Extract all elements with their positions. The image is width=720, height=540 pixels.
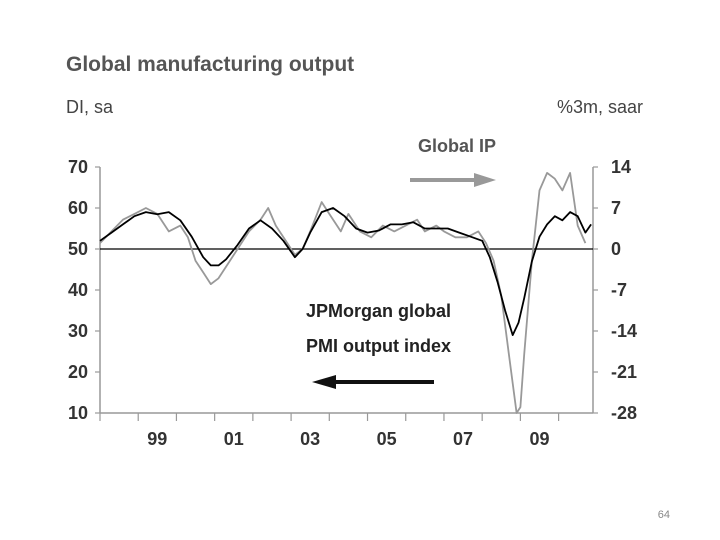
left-arrow-icon — [312, 375, 434, 389]
right-tick-label: 14 — [611, 157, 631, 177]
x-tick-label: 07 — [453, 429, 473, 449]
global-ip-label: Global IP — [418, 136, 496, 156]
right-axis: 14 7 0 -7 -14 -21 -28 — [593, 157, 637, 423]
global-ip-series-line — [99, 171, 587, 414]
right-tick-label: 0 — [611, 239, 621, 259]
x-tick-label: 09 — [529, 429, 549, 449]
pmi-label-line2: PMI output index — [306, 336, 451, 356]
x-tick-label: 03 — [300, 429, 320, 449]
left-tick-label: 70 — [68, 157, 88, 177]
plot-frame — [99, 167, 594, 414]
right-tick-label: -14 — [611, 321, 637, 341]
left-tick-label: 60 — [68, 198, 88, 218]
page-number: 64 — [658, 509, 670, 521]
left-axis-unit: DI, sa — [66, 97, 114, 117]
pmi-label-line1: JPMorgan global — [306, 301, 451, 321]
series-layer — [99, 171, 592, 414]
right-tick-label: 7 — [611, 198, 621, 218]
left-axis: 70 60 50 40 30 20 10 — [68, 157, 100, 423]
chart-title: Global manufacturing output — [66, 53, 354, 76]
right-tick-label: -21 — [611, 362, 637, 382]
left-tick-label: 40 — [68, 280, 88, 300]
left-tick-label: 10 — [68, 403, 88, 423]
left-tick-label: 50 — [68, 239, 88, 259]
x-tick-label: 99 — [147, 429, 167, 449]
left-tick-label: 20 — [68, 362, 88, 382]
left-tick-label: 30 — [68, 321, 88, 341]
x-tick-label: 01 — [224, 429, 244, 449]
right-axis-unit: %3m, saar — [557, 97, 643, 117]
pmi-series-line — [99, 207, 592, 337]
x-axis: 99 01 03 05 07 09 — [99, 413, 560, 449]
right-tick-label: -7 — [611, 280, 627, 300]
x-tick-label: 05 — [377, 429, 397, 449]
right-arrow-icon — [410, 173, 496, 187]
right-tick-label: -28 — [611, 403, 637, 423]
